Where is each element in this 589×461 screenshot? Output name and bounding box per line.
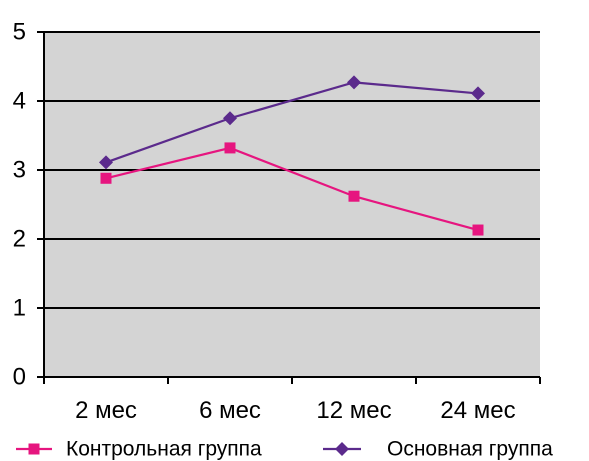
series-line (105, 146, 479, 232)
legend-square-marker (28, 443, 40, 455)
data-point (100, 172, 112, 184)
grid-lines (44, 31, 540, 309)
data-point (99, 155, 113, 170)
plot-area (44, 32, 540, 377)
legend-label: Контрольная группа (66, 438, 262, 461)
legend-item: Основная группа (323, 438, 553, 461)
series (99, 75, 485, 236)
y-tick-label: 0 (13, 364, 26, 391)
data-point (347, 75, 361, 90)
series-main-group (99, 75, 485, 170)
legend-item: Контрольная группа (16, 438, 262, 461)
y-tick-label: 3 (13, 157, 26, 184)
x-tick-label: 12 мес (316, 397, 391, 424)
y-tick-labels: 0 1 2 3 4 5 (13, 19, 26, 391)
data-point (348, 190, 360, 202)
legend-diamond-marker (335, 442, 349, 456)
x-tick-label: 2 мес (75, 397, 137, 424)
x-tick-label: 24 мес (440, 397, 515, 424)
y-tick-label: 4 (13, 88, 26, 115)
series-line (105, 81, 479, 164)
series-control-group (100, 142, 484, 236)
legend: Контрольная группа Основная группа (16, 438, 553, 461)
data-point (223, 111, 237, 126)
data-point (471, 86, 485, 101)
data-point (224, 142, 236, 154)
x-tick-labels: 2 мес 6 мес 12 мес 24 мес (75, 397, 516, 424)
legend-label: Основная группа (387, 438, 553, 461)
y-tick-label: 1 (13, 295, 26, 322)
y-tick-label: 2 (13, 226, 26, 253)
axes (37, 31, 541, 384)
x-tick-label: 6 мес (199, 397, 261, 424)
data-point (472, 224, 484, 236)
y-tick-label: 5 (13, 19, 26, 46)
